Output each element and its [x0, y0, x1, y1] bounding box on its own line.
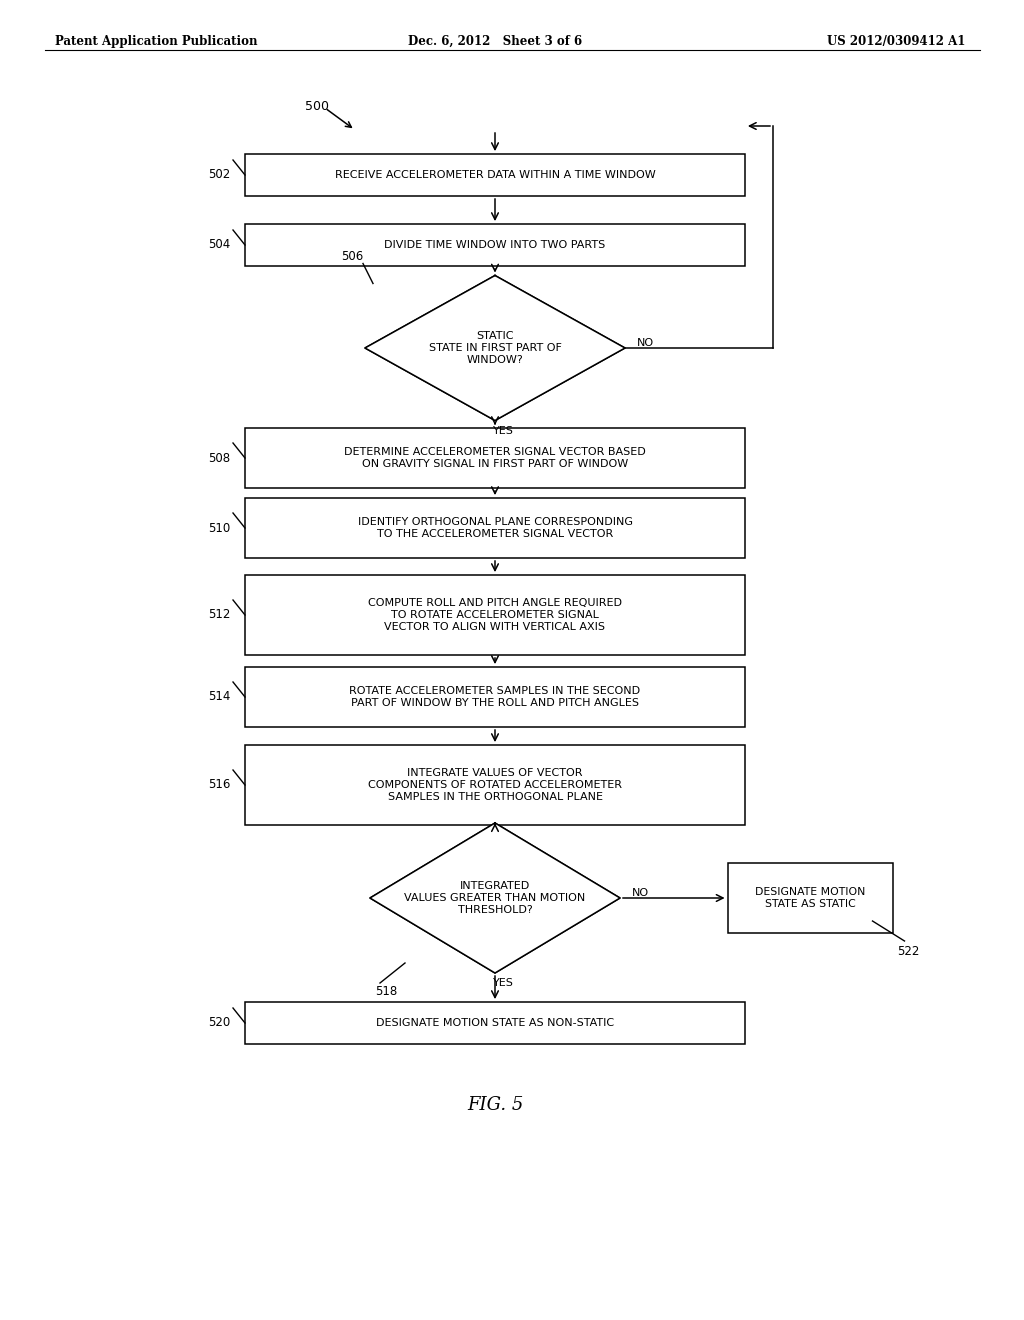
- Text: DESIGNATE MOTION
STATE AS STATIC: DESIGNATE MOTION STATE AS STATIC: [755, 887, 865, 909]
- Text: 512: 512: [208, 609, 230, 622]
- Text: 514: 514: [208, 690, 230, 704]
- Text: IDENTIFY ORTHOGONAL PLANE CORRESPONDING
TO THE ACCELEROMETER SIGNAL VECTOR: IDENTIFY ORTHOGONAL PLANE CORRESPONDING …: [357, 517, 633, 539]
- Text: 502: 502: [208, 169, 230, 181]
- Text: ROTATE ACCELEROMETER SAMPLES IN THE SECOND
PART OF WINDOW BY THE ROLL AND PITCH : ROTATE ACCELEROMETER SAMPLES IN THE SECO…: [349, 686, 641, 709]
- Text: DIVIDE TIME WINDOW INTO TWO PARTS: DIVIDE TIME WINDOW INTO TWO PARTS: [384, 240, 605, 249]
- Text: 510: 510: [208, 521, 230, 535]
- Text: Patent Application Publication: Patent Application Publication: [55, 36, 257, 48]
- Text: DESIGNATE MOTION STATE AS NON-STATIC: DESIGNATE MOTION STATE AS NON-STATIC: [376, 1018, 614, 1028]
- Text: 508: 508: [208, 451, 230, 465]
- Bar: [245, 498, 745, 558]
- Text: STATIC
STATE IN FIRST PART OF
WINDOW?: STATIC STATE IN FIRST PART OF WINDOW?: [429, 330, 561, 366]
- Text: FIG. 5: FIG. 5: [467, 1096, 523, 1114]
- Text: US 2012/0309412 A1: US 2012/0309412 A1: [826, 36, 965, 48]
- Bar: [245, 744, 745, 825]
- Text: RECEIVE ACCELEROMETER DATA WITHIN A TIME WINDOW: RECEIVE ACCELEROMETER DATA WITHIN A TIME…: [335, 170, 655, 180]
- Text: YES: YES: [493, 426, 513, 437]
- Text: NO: NO: [637, 338, 654, 348]
- Text: 506: 506: [341, 251, 362, 264]
- Text: INTEGRATED
VALUES GREATER THAN MOTION
THRESHOLD?: INTEGRATED VALUES GREATER THAN MOTION TH…: [404, 880, 586, 915]
- Text: DETERMINE ACCELEROMETER SIGNAL VECTOR BASED
ON GRAVITY SIGNAL IN FIRST PART OF W: DETERMINE ACCELEROMETER SIGNAL VECTOR BA…: [344, 446, 646, 469]
- Text: 518: 518: [375, 985, 397, 998]
- Text: INTEGRATE VALUES OF VECTOR
COMPONENTS OF ROTATED ACCELEROMETER
SAMPLES IN THE OR: INTEGRATE VALUES OF VECTOR COMPONENTS OF…: [368, 768, 622, 803]
- Text: NO: NO: [632, 888, 649, 898]
- Bar: [727, 863, 893, 933]
- Text: 522: 522: [897, 945, 920, 958]
- Bar: [245, 154, 745, 195]
- Bar: [245, 224, 745, 267]
- Bar: [245, 1002, 745, 1044]
- Bar: [245, 576, 745, 655]
- Bar: [245, 667, 745, 727]
- Polygon shape: [370, 822, 620, 973]
- Text: COMPUTE ROLL AND PITCH ANGLE REQUIRED
TO ROTATE ACCELEROMETER SIGNAL
VECTOR TO A: COMPUTE ROLL AND PITCH ANGLE REQUIRED TO…: [368, 598, 622, 632]
- Polygon shape: [365, 276, 625, 421]
- Text: Dec. 6, 2012   Sheet 3 of 6: Dec. 6, 2012 Sheet 3 of 6: [408, 36, 582, 48]
- Text: 520: 520: [208, 1016, 230, 1030]
- Text: YES: YES: [493, 978, 513, 987]
- Text: 516: 516: [208, 779, 230, 792]
- Text: 500: 500: [305, 100, 329, 114]
- Bar: [245, 428, 745, 488]
- Text: 504: 504: [208, 239, 230, 252]
